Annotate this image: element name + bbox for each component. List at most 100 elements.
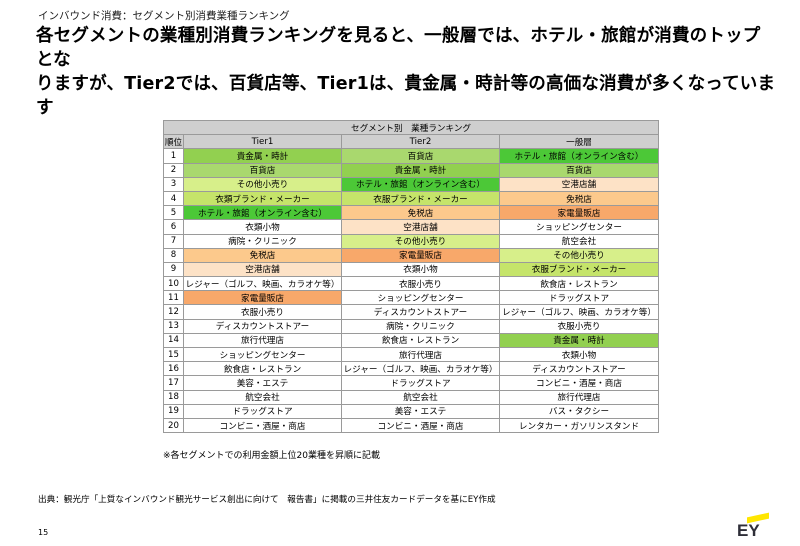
- headline-line-2: りますが、Tier2では、百貨店等、Tier1は、貴金属・時計等の高価な消費が多…: [36, 74, 776, 118]
- general-cell: レンタカー・ガソリンスタンド: [499, 417, 659, 434]
- general-cell: その他小売り: [499, 247, 659, 263]
- column-header-rank: 順位: [163, 134, 184, 150]
- tier2-cell: コンビニ・酒屋・商店: [341, 417, 500, 434]
- table-row: 11 家電量販店 ショッピングセンター ドラッグストア: [163, 290, 659, 306]
- tier2-cell: 旅行代理店: [341, 346, 500, 363]
- table-header-row: 順位 Tier1 Tier2 一般層: [163, 134, 659, 150]
- rank-cell: 6: [163, 219, 184, 235]
- tier2-cell: 空港店舗: [341, 219, 500, 235]
- general-cell: バス・タクシー: [499, 403, 659, 419]
- tier1-cell: 衣服小売り: [183, 304, 342, 320]
- column-header-general: 一般層: [499, 134, 659, 150]
- tier2-cell: 病院・クリニック: [341, 318, 500, 334]
- tier2-cell: ディスカウントストアー: [341, 304, 500, 320]
- rank-cell: 4: [163, 190, 184, 207]
- tier1-cell: 貴金属・時計: [183, 148, 342, 164]
- tier2-cell: 美容・エステ: [341, 403, 500, 419]
- rank-cell: 8: [163, 247, 184, 263]
- tier1-cell: その他小売り: [183, 176, 342, 192]
- headline-line-1: 各セグメントの業種別消費ランキングを見ると、一般層では、ホテル・旅館が消費のトッ…: [36, 26, 761, 70]
- tier2-cell: その他小売り: [341, 233, 500, 249]
- rank-cell: 11: [163, 290, 184, 306]
- general-cell: 空港店舗: [499, 176, 659, 192]
- table-row: 8 免税店 家電量販店 その他小売り: [163, 247, 659, 263]
- table-row: 3 その他小売り ホテル・旅館（オンライン含む） 空港店舗: [163, 176, 659, 192]
- tier1-cell: 旅行代理店: [183, 332, 342, 349]
- tier1-cell: ドラッグストア: [183, 403, 342, 419]
- table-row: 16 飲食店・レストラン レジャー（ゴルフ、映画、カラオケ等） ディスカウントストアー: [163, 361, 659, 377]
- ranking-table: セグメント別 業種ランキング 順位 Tier1 Tier2 一般層 1 貴金属・時…: [163, 119, 659, 434]
- table-row: 2 百貨店 貴金属・時計 百貨店: [163, 162, 659, 178]
- tier2-cell: 貴金属・時計: [341, 162, 500, 178]
- general-cell: 貴金属・時計: [499, 332, 659, 349]
- column-header-tier2: Tier2: [341, 134, 500, 150]
- table-row: 20 コンビニ・酒屋・商店 コンビニ・酒屋・商店 レンタカー・ガソリンスタンド: [163, 417, 659, 434]
- tier1-cell: 病院・クリニック: [183, 233, 342, 249]
- general-cell: 旅行代理店: [499, 389, 659, 405]
- table-row: 4 衣類ブランド・メーカー 衣服ブランド・メーカー 免税店: [163, 190, 659, 207]
- logo-text: EY: [737, 521, 760, 540]
- rank-cell: 7: [163, 233, 184, 249]
- table-row: 1 貴金属・時計 百貨店 ホテル・旅館（オンライン含む）: [163, 148, 659, 164]
- general-cell: 免税店: [499, 190, 659, 207]
- general-cell: 航空会社: [499, 233, 659, 249]
- rank-cell: 13: [163, 318, 184, 334]
- general-cell: 衣服ブランド・メーカー: [499, 261, 659, 278]
- tier2-cell: 衣類小物: [341, 261, 500, 278]
- tier2-cell: 衣服小売り: [341, 276, 500, 292]
- general-cell: レジャー（ゴルフ、映画、カラオケ等）: [499, 304, 659, 320]
- rank-cell: 3: [163, 176, 184, 192]
- tier2-cell: 飲食店・レストラン: [341, 332, 500, 349]
- rank-cell: 10: [163, 276, 184, 292]
- tier1-cell: 衣類小物: [183, 219, 342, 235]
- section-tag: インバウンド消費：セグメント別消費業種ランキング: [38, 10, 290, 22]
- general-cell: ディスカウントストアー: [499, 361, 659, 377]
- rank-cell: 5: [163, 205, 184, 221]
- general-cell: 家電量販店: [499, 205, 659, 221]
- ey-logo: EY: [737, 512, 769, 540]
- rank-cell: 1: [163, 148, 184, 164]
- rank-cell: 19: [163, 403, 184, 419]
- general-cell: 飲食店・レストラン: [499, 276, 659, 292]
- table-title: セグメント別 業種ランキング: [163, 119, 659, 136]
- tier1-cell: 家電量販店: [183, 290, 342, 306]
- table-row: 12 衣服小売り ディスカウントストアー レジャー（ゴルフ、映画、カラオケ等）: [163, 304, 659, 320]
- tier1-cell: ショッピングセンター: [183, 346, 342, 363]
- tier2-cell: 家電量販店: [341, 247, 500, 263]
- tier2-cell: ホテル・旅館（オンライン含む）: [341, 176, 500, 192]
- table-row: 10 レジャー（ゴルフ、映画、カラオケ等） 衣服小売り 飲食店・レストラン: [163, 276, 659, 292]
- table-row: 18 航空会社 航空会社 旅行代理店: [163, 389, 659, 405]
- tier1-cell: 飲食店・レストラン: [183, 361, 342, 377]
- tier1-cell: 美容・エステ: [183, 375, 342, 391]
- tier2-cell: レジャー（ゴルフ、映画、カラオケ等）: [341, 361, 500, 377]
- table-row: 5 ホテル・旅館（オンライン含む） 免税店 家電量販店: [163, 205, 659, 221]
- rank-cell: 18: [163, 389, 184, 405]
- rank-cell: 16: [163, 361, 184, 377]
- page-headline: 各セグメントの業種別消費ランキングを見ると、一般層では、ホテル・旅館が消費のトッ…: [36, 24, 776, 120]
- table-row: 19 ドラッグストア 美容・エステ バス・タクシー: [163, 403, 659, 419]
- general-cell: コンビニ・酒屋・商店: [499, 375, 659, 391]
- tier1-cell: 航空会社: [183, 389, 342, 405]
- table-row: 13 ディスカウントストアー 病院・クリニック 衣服小売り: [163, 318, 659, 334]
- page-number: 15: [38, 528, 49, 537]
- tier2-cell: 百貨店: [341, 148, 500, 164]
- source-citation: 出典：観光庁「上質なインバウンド観光サービス創出に向けて 報告書」に掲載の三井住…: [38, 495, 496, 505]
- tier1-cell: ディスカウントストアー: [183, 318, 342, 334]
- rank-cell: 15: [163, 346, 184, 363]
- rank-cell: 12: [163, 304, 184, 320]
- tier2-cell: 衣服ブランド・メーカー: [341, 190, 500, 207]
- tier1-cell: コンビニ・酒屋・商店: [183, 417, 342, 434]
- general-cell: ショッピングセンター: [499, 219, 659, 235]
- table-row: 14 旅行代理店 飲食店・レストラン 貴金属・時計: [163, 332, 659, 349]
- tier1-cell: 免税店: [183, 247, 342, 263]
- tier2-cell: 航空会社: [341, 389, 500, 405]
- tier2-cell: 免税店: [341, 205, 500, 221]
- rank-cell: 9: [163, 261, 184, 278]
- general-cell: ドラッグストア: [499, 290, 659, 306]
- general-cell: ホテル・旅館（オンライン含む）: [499, 148, 659, 164]
- general-cell: 衣類小物: [499, 346, 659, 363]
- general-cell: 衣服小売り: [499, 318, 659, 334]
- rank-cell: 2: [163, 162, 184, 178]
- table-row: 7 病院・クリニック その他小売り 航空会社: [163, 233, 659, 249]
- tier1-cell: 空港店舗: [183, 261, 342, 278]
